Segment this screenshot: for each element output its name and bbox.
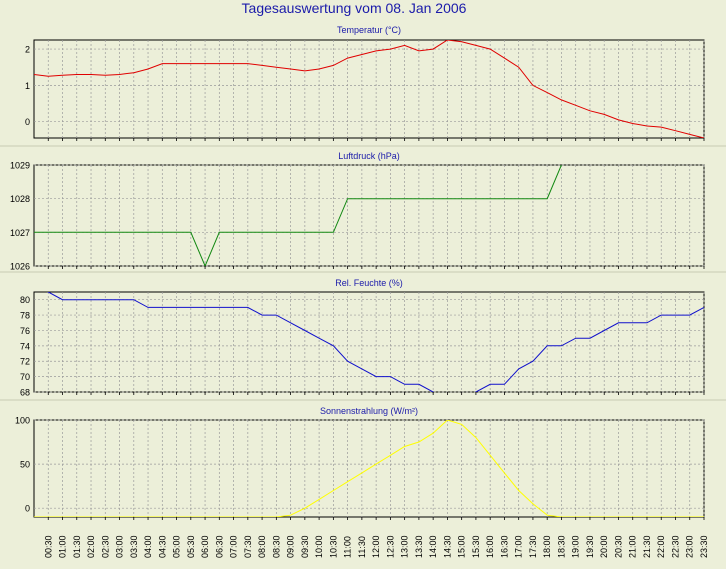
y-tick-label: 70 — [20, 372, 30, 382]
x-tick-label: 20:00 — [599, 535, 609, 558]
x-tick-label: 09:30 — [300, 535, 310, 558]
x-tick-label: 08:00 — [257, 535, 267, 558]
y-tick-label: 76 — [20, 326, 30, 336]
chart-panel-1: Luftdruck (hPa) 1026 1027 1028 1029 — [0, 151, 726, 273]
chart-panels: Temperatur (°C) 0 1 2 Luftdruck (hPa) 1026 102… — [0, 25, 726, 558]
x-tick-label: 19:00 — [571, 535, 581, 558]
x-tick-label: 01:00 — [58, 535, 68, 558]
x-tick-label: 02:00 — [86, 535, 96, 558]
panel-title: Rel. Feuchte (%) — [335, 278, 403, 288]
x-tick-label: 09:00 — [286, 535, 296, 558]
y-tick-label: 78 — [20, 311, 30, 321]
x-tick-label: 18:00 — [542, 535, 552, 558]
x-tick-label: 18:30 — [556, 535, 566, 558]
y-tick-label: 1028 — [10, 194, 30, 204]
x-tick-label: 23:30 — [699, 535, 709, 558]
x-tick-label: 15:30 — [471, 535, 481, 558]
x-tick-label: 23:00 — [685, 535, 695, 558]
y-tick-label: 1027 — [10, 228, 30, 238]
x-tick-label: 12:00 — [371, 535, 381, 558]
y-tick-label: 50 — [20, 460, 30, 470]
x-tick-label: 05:00 — [172, 535, 182, 558]
panel-title: Temperatur (°C) — [337, 25, 401, 35]
y-tick-label: 0 — [25, 117, 30, 127]
y-tick-label: 72 — [20, 357, 30, 367]
chart-panel-3: Sonnenstrahlung (W/m²) 0 50 100 — [15, 406, 705, 520]
y-tick-label: 1026 — [10, 262, 30, 272]
x-tick-label: 10:30 — [328, 535, 338, 558]
x-tick-label: 03:00 — [115, 535, 125, 558]
x-tick-label: 00:30 — [43, 535, 53, 558]
y-tick-label: 1029 — [10, 161, 30, 171]
x-tick-label: 08:30 — [271, 535, 281, 558]
x-tick-label: 13:00 — [400, 535, 410, 558]
x-tick-label: 06:30 — [214, 535, 224, 558]
y-tick-label: 0 — [25, 504, 30, 514]
x-axis-labels: 00:30 01:00 01:30 02:00 02:30 03:00 03:30 04:00… — [43, 535, 709, 558]
page-title: Tagesauswertung vom 08. Jan 2006 — [242, 0, 467, 16]
plot-frame — [33, 164, 705, 267]
series-line — [34, 165, 562, 266]
series-line — [34, 40, 704, 138]
x-tick-label: 12:30 — [385, 535, 395, 558]
x-tick-label: 13:30 — [414, 535, 424, 558]
y-tick-label: 80 — [20, 295, 30, 305]
x-tick-label: 16:30 — [499, 535, 509, 558]
x-tick-label: 21:30 — [642, 535, 652, 558]
x-tick-label: 17:00 — [514, 535, 524, 558]
x-tick-label: 19:30 — [585, 535, 595, 558]
x-tick-label: 04:00 — [143, 535, 153, 558]
x-tick-label: 11:30 — [357, 536, 367, 558]
x-tick-label: 01:30 — [72, 535, 82, 558]
x-tick-label: 05:30 — [186, 535, 196, 558]
y-tick-label: 74 — [20, 341, 30, 351]
x-tick-label: 11:00 — [343, 536, 353, 558]
series-line — [34, 420, 704, 517]
y-tick-label: 1 — [25, 81, 30, 91]
x-tick-label: 06:00 — [200, 535, 210, 558]
y-tick-label: 100 — [15, 416, 30, 426]
x-tick-label: 15:00 — [457, 535, 467, 558]
x-tick-label: 10:00 — [314, 535, 324, 558]
plot-frame — [33, 291, 705, 393]
y-tick-label: 68 — [20, 388, 30, 398]
x-tick-label: 07:30 — [243, 535, 253, 558]
x-tick-label: 16:00 — [485, 535, 495, 558]
x-tick-label: 17:30 — [528, 535, 538, 558]
x-tick-label: 21:00 — [628, 535, 638, 558]
chart-panel-0: Temperatur (°C) 0 1 2 — [0, 25, 726, 147]
chart-panel-2: Rel. Feuchte (%) 68 70 72 74 76 78 80 — [0, 278, 726, 401]
panel-title: Sonnenstrahlung (W/m²) — [320, 406, 418, 416]
x-tick-label: 22:00 — [656, 535, 666, 558]
x-tick-label: 14:00 — [428, 535, 438, 558]
x-tick-label: 02:30 — [100, 535, 110, 558]
panel-title: Luftdruck (hPa) — [338, 151, 400, 161]
x-tick-label: 07:00 — [229, 535, 239, 558]
x-tick-label: 22:30 — [670, 535, 680, 558]
x-tick-label: 03:30 — [129, 535, 139, 558]
x-tick-label: 04:30 — [157, 535, 167, 558]
x-tick-label: 14:30 — [442, 535, 452, 558]
y-tick-label: 2 — [25, 45, 30, 55]
plot-frame — [33, 39, 705, 139]
x-tick-label: 20:30 — [613, 535, 623, 558]
series-line — [47, 292, 704, 392]
